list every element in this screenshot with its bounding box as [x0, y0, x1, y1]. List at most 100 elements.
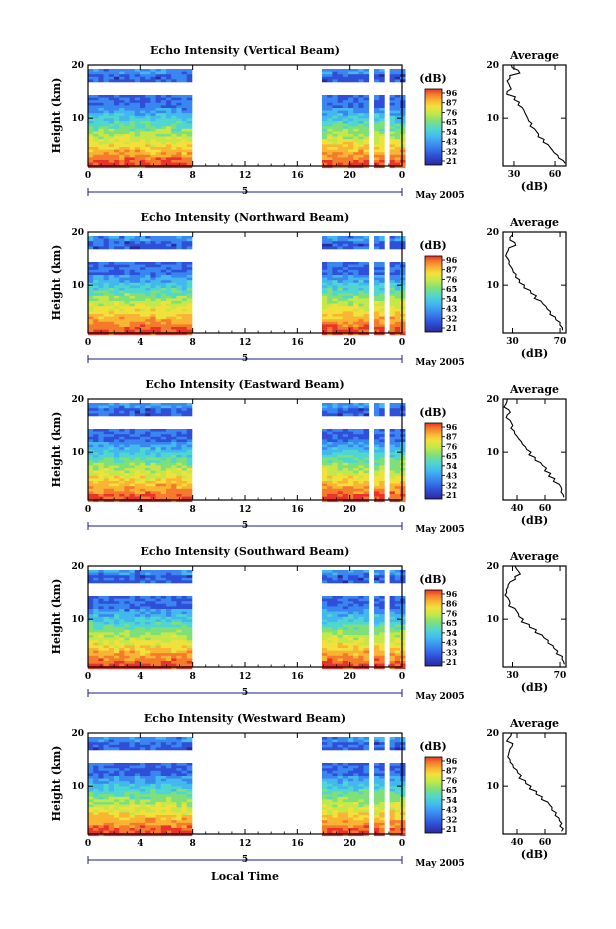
heatmap-cell [181, 277, 188, 281]
heatmap-cell [348, 442, 354, 445]
heatmap-cell [363, 131, 370, 135]
heatmap-cell [186, 267, 193, 271]
heatmap-cell [353, 468, 359, 471]
heatmap-cell [160, 486, 167, 490]
heatmap-cell [129, 494, 136, 497]
heatmap-cell [394, 637, 401, 641]
heatmap-cell [145, 442, 151, 445]
heatmap-cell [98, 455, 104, 458]
heatmap-cell [124, 264, 130, 268]
heatmap-cell [322, 403, 328, 406]
heatmap-cell [93, 139, 99, 143]
heatmap-cell [88, 783, 94, 787]
heatmap-cell [88, 442, 94, 445]
heatmap-cell [332, 405, 338, 409]
heatmap-cell [327, 243, 333, 247]
x-tick-label: 0 [85, 505, 91, 515]
heatmap-cell [171, 105, 177, 109]
heatmap-cell [186, 236, 193, 239]
heatmap-cell [108, 134, 115, 137]
heatmap-cell [124, 236, 130, 239]
heatmap-cell [379, 434, 385, 438]
heatmap-cell [337, 262, 344, 265]
heatmap-cell [114, 580, 120, 584]
heatmap-cell [93, 817, 99, 821]
heatmap-cell [358, 413, 364, 417]
heatmap-cell [171, 238, 177, 242]
heatmap-cell [124, 126, 130, 130]
heatmap-cell [186, 316, 193, 320]
heatmap-cell [129, 144, 136, 148]
heatmap-cell [389, 113, 396, 117]
heatmap-cell [171, 71, 177, 75]
heatmap-cell [103, 293, 110, 297]
heatmap-cell [171, 575, 177, 579]
heatmap-cell [166, 126, 172, 130]
heatmap-cell [348, 663, 354, 667]
heatmap-cell [342, 653, 349, 657]
heatmap-cell [353, 616, 359, 620]
heatmap-cell [155, 123, 162, 127]
heatmap-cell [337, 264, 344, 268]
heatmap-cell [166, 134, 172, 137]
heatmap-cell [114, 275, 120, 278]
heatmap-cell [342, 413, 349, 417]
heatmap-cell [93, 598, 99, 602]
heatmap-cell [358, 238, 364, 242]
heatmap-cell [140, 246, 146, 250]
heatmap-cell [108, 241, 115, 245]
heatmap-cell [332, 126, 338, 130]
colorbar-tick-label: 21 [446, 657, 457, 667]
heatmap-cell [166, 408, 172, 412]
heatmap-cell [327, 635, 333, 638]
heatmap-cell [129, 637, 136, 641]
heatmap-cell [150, 332, 156, 336]
heatmap-cell [150, 499, 156, 503]
heatmap-cell [342, 473, 349, 477]
heatmap-cell [379, 468, 385, 471]
heatmap-cell [155, 499, 162, 503]
heatmap-cell [181, 619, 188, 623]
heatmap-cell [327, 444, 333, 448]
heatmap-cell [176, 403, 182, 406]
heatmap-cell [166, 475, 172, 479]
heatmap-cell [108, 429, 115, 432]
heatmap-cell [93, 655, 99, 659]
heatmap-cell [181, 308, 188, 312]
heatmap-cell [171, 298, 177, 302]
heatmap-cell [129, 462, 136, 466]
heatmap-cell [176, 405, 182, 409]
heatmap-cell [171, 131, 177, 135]
heatmap-cell [166, 611, 172, 615]
heatmap-cell [342, 405, 349, 409]
heatmap-cell [374, 658, 380, 662]
heatmap-cell [93, 481, 99, 484]
heatmap-cell [327, 452, 333, 456]
heatmap-cell [98, 303, 104, 307]
heatmap-cell [400, 298, 406, 302]
heatmap-cell [166, 311, 172, 315]
heatmap-cell [171, 110, 177, 114]
heatmap-cell [332, 110, 338, 114]
heatmap-cell [342, 115, 349, 119]
heatmap-cell [134, 637, 141, 641]
heatmap-cell [348, 436, 354, 440]
heatmap-cell [400, 79, 406, 83]
heatmap-cell [119, 316, 125, 320]
heatmap-cell [166, 619, 172, 623]
heatmap-cell [119, 69, 125, 72]
heatmap-cell [332, 105, 338, 109]
heatmap-cell [186, 264, 193, 268]
heatmap-cell [337, 139, 344, 143]
heatmap-cell [98, 481, 104, 484]
heatmap-cell [181, 144, 188, 148]
heatmap-cell [394, 267, 401, 271]
heatmap-cell [108, 627, 115, 631]
heatmap-cell [166, 658, 172, 662]
heatmap-cell [337, 102, 344, 106]
heatmap-cell [327, 483, 333, 487]
heatmap-cell [332, 277, 338, 281]
heatmap-cell [98, 635, 104, 638]
heatmap-cell [145, 327, 151, 330]
heatmap-cell [124, 499, 130, 503]
